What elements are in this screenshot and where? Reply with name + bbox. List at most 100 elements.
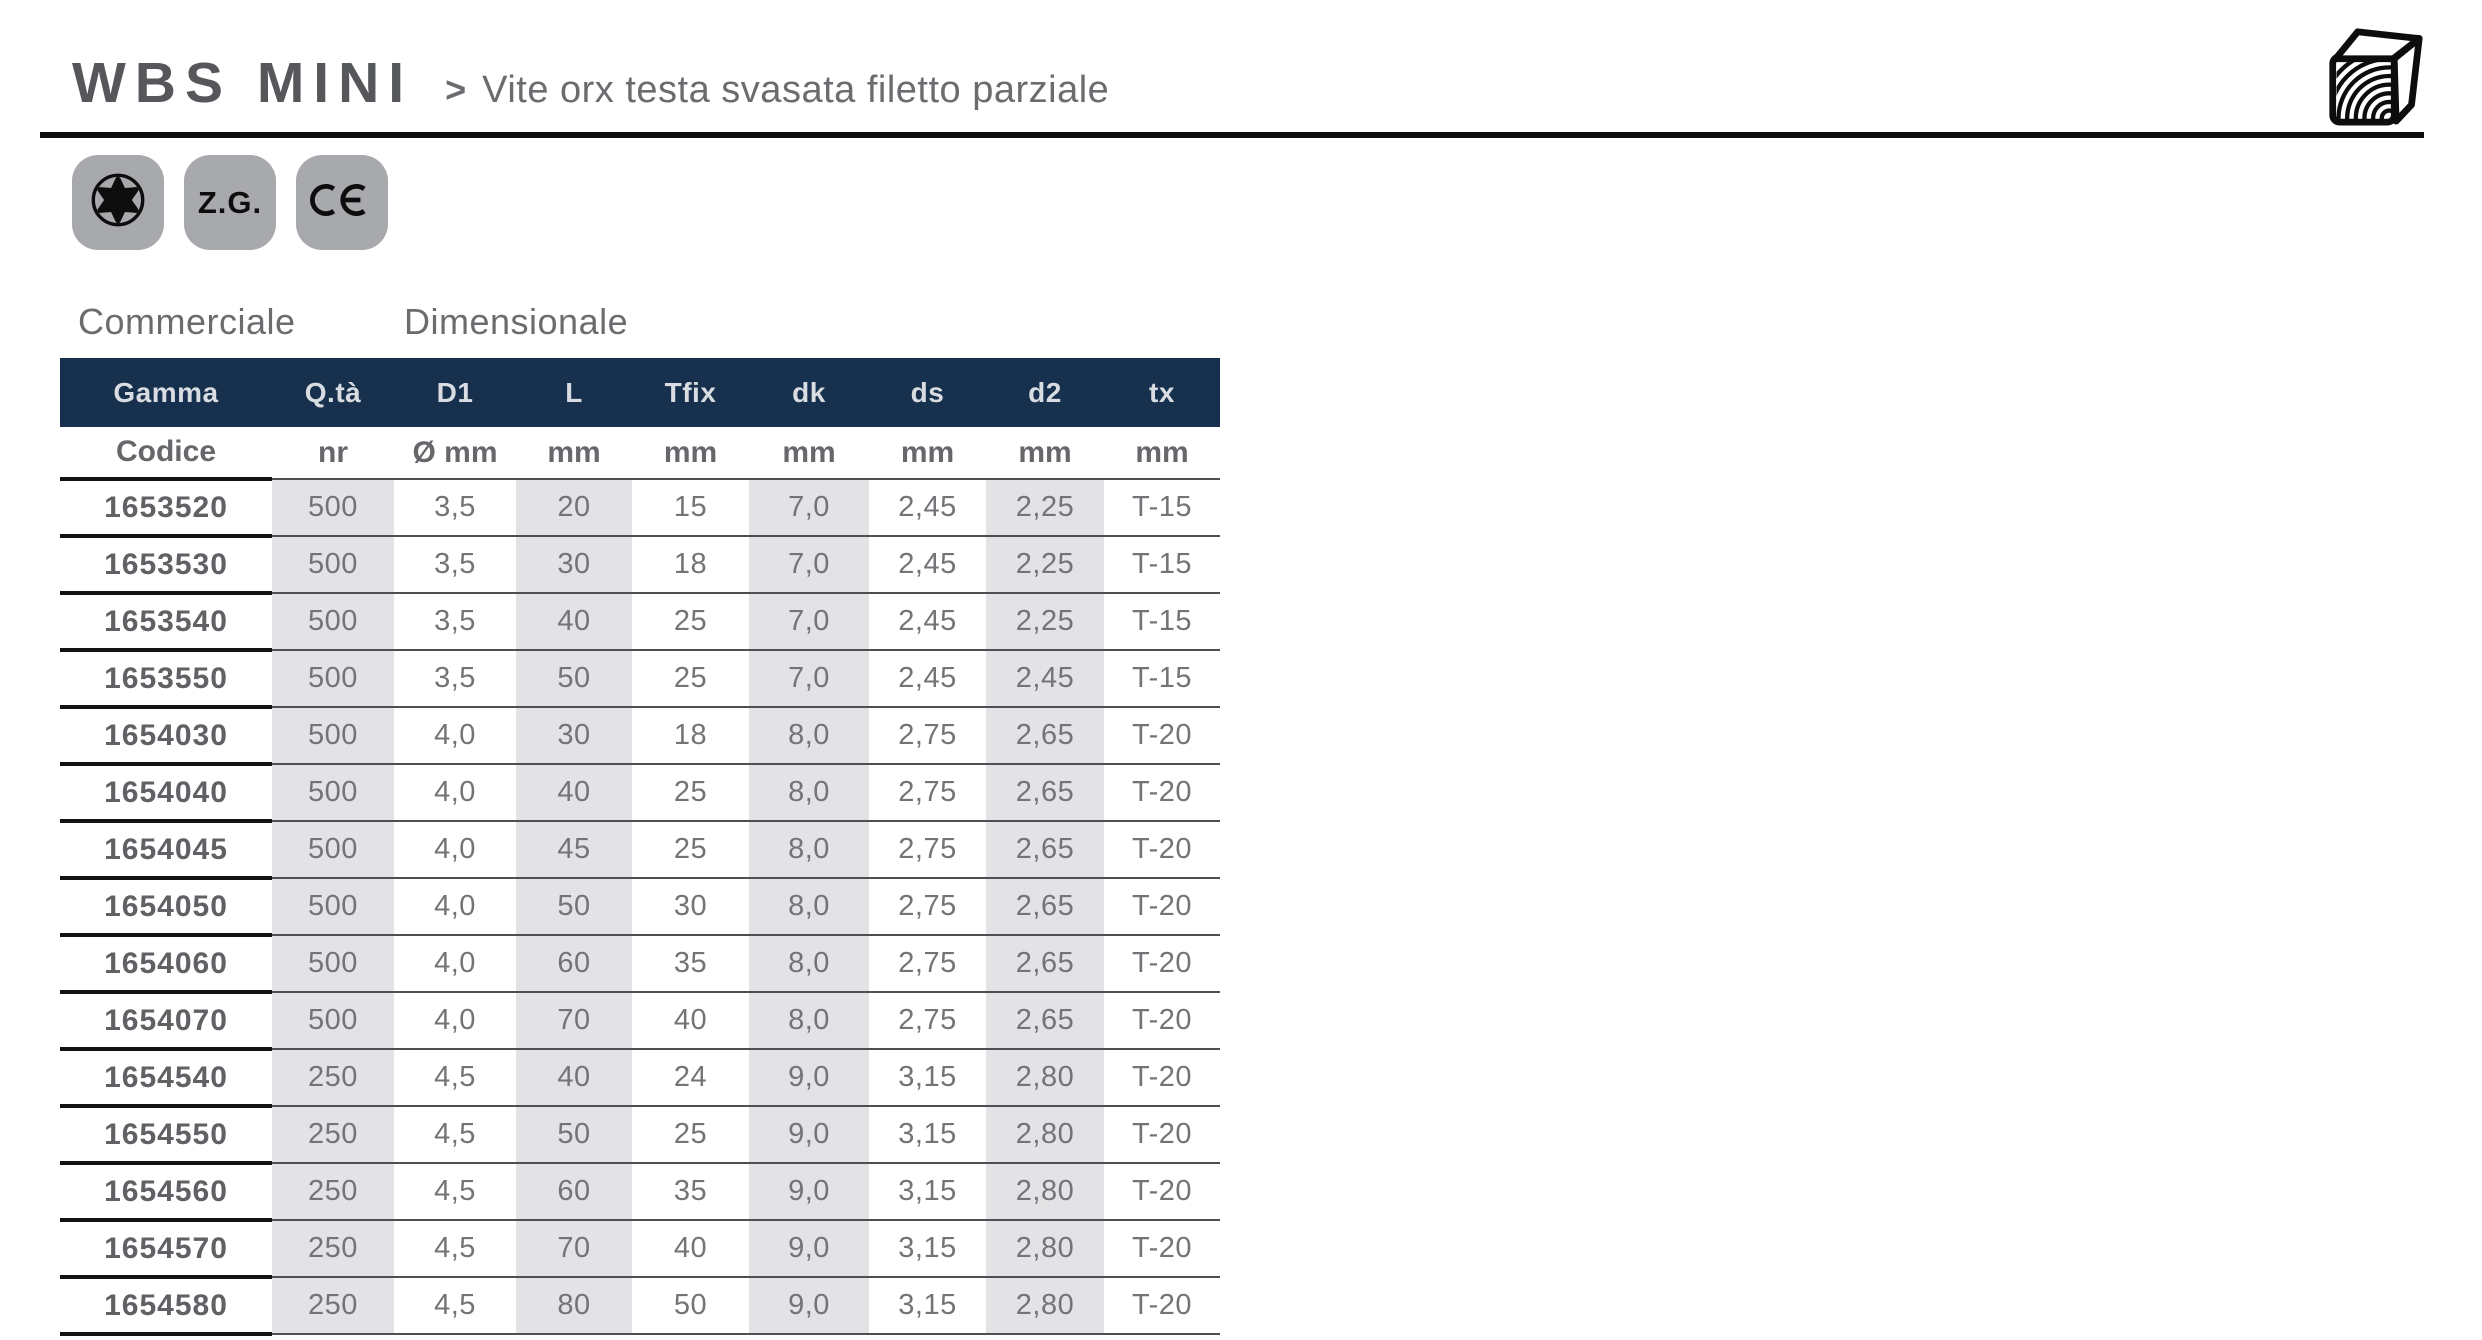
ce-mark-icon bbox=[310, 180, 374, 225]
cell-l: 40 bbox=[516, 764, 632, 822]
breadcrumb-arrow-icon: > bbox=[445, 69, 467, 110]
cell-qta: 500 bbox=[272, 878, 394, 936]
cell-qta: 500 bbox=[272, 536, 394, 594]
table-header-row: Gamma Q.tà D1 L Tfix dk ds d2 tx bbox=[60, 358, 1220, 427]
cell-d2: 2,80 bbox=[986, 1049, 1104, 1107]
cell-ds: 3,15 bbox=[869, 1049, 986, 1107]
cell-codice: 1654030 bbox=[60, 707, 272, 766]
cell-codice: 1653550 bbox=[60, 650, 272, 709]
cell-dk: 9,0 bbox=[749, 1277, 869, 1335]
cell-qta: 500 bbox=[272, 992, 394, 1050]
table-row: 1654030 500 4,0 30 18 8,0 2,75 2,65 T-20 bbox=[60, 707, 1220, 766]
column-header-qta: Q.tà bbox=[304, 376, 362, 408]
table-row: 1654550 250 4,5 50 25 9,0 3,15 2,80 T-20 bbox=[60, 1106, 1220, 1165]
cell-tx: T-20 bbox=[1104, 1106, 1220, 1164]
cell-d1: 4,0 bbox=[394, 878, 516, 936]
cell-d1: 4,0 bbox=[394, 935, 516, 993]
cell-d1: 3,5 bbox=[394, 593, 516, 651]
cell-ds: 3,15 bbox=[869, 1220, 986, 1278]
cell-tfix: 25 bbox=[632, 821, 749, 879]
cell-d2: 2,80 bbox=[986, 1106, 1104, 1164]
cell-d2: 2,25 bbox=[986, 479, 1104, 537]
cell-l: 70 bbox=[516, 992, 632, 1050]
unit-header-qta: nr bbox=[272, 427, 394, 480]
cell-ds: 3,15 bbox=[869, 1277, 986, 1335]
cell-codice: 1654045 bbox=[60, 821, 272, 880]
cell-d2: 2,65 bbox=[986, 707, 1104, 765]
cell-d1: 4,5 bbox=[394, 1277, 516, 1335]
cell-dk: 7,0 bbox=[749, 593, 869, 651]
cell-qta: 250 bbox=[272, 1220, 394, 1278]
cell-d1: 4,5 bbox=[394, 1106, 516, 1164]
cell-codice: 1654550 bbox=[60, 1106, 272, 1165]
section-label-dimensional: Dimensionale bbox=[404, 301, 629, 342]
cell-d2: 2,65 bbox=[986, 878, 1104, 936]
cell-tx: T-20 bbox=[1104, 1049, 1220, 1107]
cell-l: 50 bbox=[516, 1106, 632, 1164]
section-label-commercial: Commerciale bbox=[78, 301, 296, 342]
cell-tx: T-15 bbox=[1104, 593, 1220, 651]
cell-tx: T-20 bbox=[1104, 878, 1220, 936]
cell-tx: T-20 bbox=[1104, 935, 1220, 993]
cell-tfix: 40 bbox=[632, 992, 749, 1050]
torx-star-icon bbox=[80, 162, 156, 243]
cell-dk: 8,0 bbox=[749, 707, 869, 765]
cell-ds: 2,75 bbox=[869, 935, 986, 993]
column-header-l: L bbox=[565, 376, 583, 408]
table-row: 1654045 500 4,0 45 25 8,0 2,75 2,65 T-20 bbox=[60, 821, 1220, 880]
cell-codice: 1653540 bbox=[60, 593, 272, 652]
cell-dk: 9,0 bbox=[749, 1163, 869, 1221]
column-header-tfix: Tfix bbox=[664, 376, 717, 408]
cell-dk: 7,0 bbox=[749, 479, 869, 537]
cell-d2: 2,45 bbox=[986, 650, 1104, 708]
cell-ds: 2,75 bbox=[869, 878, 986, 936]
cell-d2: 2,80 bbox=[986, 1277, 1104, 1335]
table-row: 1654070 500 4,0 70 40 8,0 2,75 2,65 T-20 bbox=[60, 992, 1220, 1051]
cell-d1: 4,0 bbox=[394, 707, 516, 765]
cell-l: 30 bbox=[516, 536, 632, 594]
column-header-codice: Gamma bbox=[113, 376, 219, 408]
cell-qta: 500 bbox=[272, 821, 394, 879]
table-units-row: Codice nr Ø mm mm mm mm mm mm mm bbox=[60, 427, 1220, 481]
badge-row: Z.G. bbox=[72, 155, 388, 250]
cell-d2: 2,25 bbox=[986, 593, 1104, 651]
cell-l: 80 bbox=[516, 1277, 632, 1335]
cell-codice: 1654060 bbox=[60, 935, 272, 994]
cell-tfix: 35 bbox=[632, 935, 749, 993]
cell-l: 30 bbox=[516, 707, 632, 765]
table-row: 1653530 500 3,5 30 18 7,0 2,45 2,25 T-15 bbox=[60, 536, 1220, 595]
cell-d2: 2,65 bbox=[986, 992, 1104, 1050]
cell-codice: 1654070 bbox=[60, 992, 272, 1051]
cell-qta: 500 bbox=[272, 650, 394, 708]
cell-d2: 2,65 bbox=[986, 821, 1104, 879]
cell-codice: 1654570 bbox=[60, 1220, 272, 1279]
ce-badge bbox=[296, 155, 388, 250]
zg-badge: Z.G. bbox=[184, 155, 276, 250]
unit-header-ds: mm bbox=[869, 427, 986, 480]
unit-header-dk: mm bbox=[749, 427, 869, 480]
zg-badge-label: Z.G. bbox=[197, 184, 263, 220]
cell-ds: 3,15 bbox=[869, 1106, 986, 1164]
cell-qta: 500 bbox=[272, 707, 394, 765]
cell-tfix: 30 bbox=[632, 878, 749, 936]
wood-block-icon bbox=[2326, 22, 2424, 135]
cell-tx: T-15 bbox=[1104, 479, 1220, 537]
cell-d2: 2,65 bbox=[986, 935, 1104, 993]
cell-qta: 250 bbox=[272, 1163, 394, 1221]
cell-d1: 3,5 bbox=[394, 650, 516, 708]
table-row: 1654060 500 4,0 60 35 8,0 2,75 2,65 T-20 bbox=[60, 935, 1220, 994]
table-row: 1653520 500 3,5 20 15 7,0 2,45 2,25 T-15 bbox=[60, 479, 1220, 538]
cell-d1: 4,0 bbox=[394, 992, 516, 1050]
cell-codice: 1654560 bbox=[60, 1163, 272, 1222]
cell-tfix: 25 bbox=[632, 764, 749, 822]
cell-d1: 3,5 bbox=[394, 479, 516, 537]
breadcrumb: > Vite orx testa svasata filetto parzial… bbox=[445, 69, 1109, 112]
spec-table: Gamma Q.tà D1 L Tfix dk ds d2 tx Codice nr Ø mm mm m… bbox=[60, 358, 1220, 1336]
cell-tfix: 25 bbox=[632, 650, 749, 708]
cell-tx: T-20 bbox=[1104, 1277, 1220, 1335]
cell-qta: 250 bbox=[272, 1049, 394, 1107]
cell-tfix: 50 bbox=[632, 1277, 749, 1335]
column-header-d2: d2 bbox=[1028, 376, 1062, 408]
cell-qta: 250 bbox=[272, 1106, 394, 1164]
table-body: 1653520 500 3,5 20 15 7,0 2,45 2,25 T-15 1653530 5… bbox=[60, 479, 1220, 1336]
